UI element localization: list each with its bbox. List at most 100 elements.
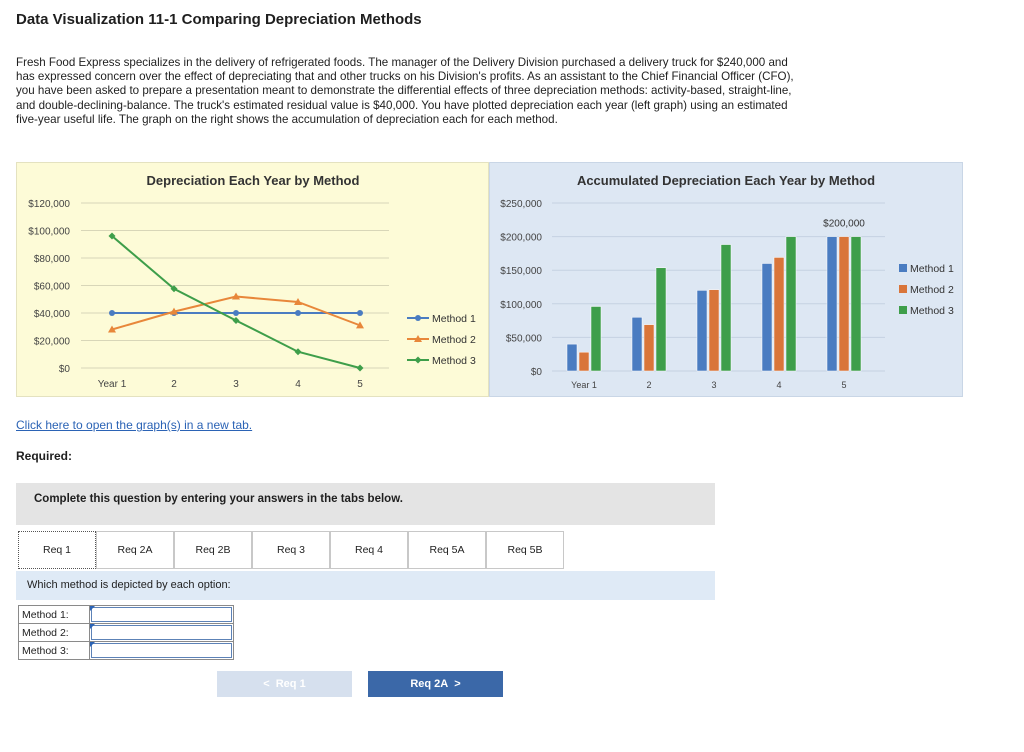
- prev-button[interactable]: < Req 1: [217, 671, 352, 697]
- series-point: [109, 310, 115, 316]
- bar-series-1: [631, 316, 643, 372]
- bar-series-3: [785, 236, 797, 372]
- x-tick-label: 5: [357, 379, 363, 390]
- prev-button-label: Req 1: [275, 678, 306, 690]
- tab-req-5b[interactable]: Req 5B: [486, 531, 564, 569]
- required-label: Required:: [16, 449, 73, 463]
- series-point: [233, 310, 239, 316]
- y-tick-label: $80,000: [34, 254, 71, 265]
- next-button[interactable]: Req 2A >: [368, 671, 503, 697]
- bar-series-2: [838, 236, 850, 372]
- tab-req-2a[interactable]: Req 2A: [96, 531, 174, 569]
- method-1-label: Method 1:: [18, 605, 90, 624]
- y-tick-label: $250,000: [500, 199, 542, 210]
- series-point: [294, 348, 302, 356]
- y-tick-label: $150,000: [500, 266, 542, 277]
- x-tick-label: 2: [171, 379, 177, 390]
- instructions-bar: Complete this question by entering your …: [16, 483, 715, 525]
- chart-title: Accumulated Depreciation Each Year by Me…: [577, 173, 875, 188]
- bar-series-3: [590, 306, 602, 372]
- problem-description: Fresh Food Express specializes in the de…: [16, 56, 794, 126]
- series-point: [232, 316, 240, 324]
- y-tick-label: $0: [59, 364, 71, 375]
- accumulated-bar-chart: Accumulated Depreciation Each Year by Me…: [489, 162, 963, 397]
- series-point: [108, 232, 116, 240]
- legend-swatch: [899, 285, 907, 293]
- x-tick-label: Year 1: [571, 380, 597, 390]
- method-2-answer-input[interactable]: [89, 623, 234, 642]
- series-point: [170, 307, 178, 315]
- chart-title: Depreciation Each Year by Method: [147, 173, 360, 188]
- answer-row: Method 2:: [18, 623, 234, 642]
- tab-req-3[interactable]: Req 3: [252, 531, 330, 569]
- bar-series-2: [578, 351, 590, 372]
- tab-req-4[interactable]: Req 4: [330, 531, 408, 569]
- y-tick-label: $0: [531, 367, 543, 378]
- legend-label: Method 1: [910, 263, 954, 275]
- tab-req-2b[interactable]: Req 2B: [174, 531, 252, 569]
- y-tick-label: $60,000: [34, 282, 71, 293]
- bar-series-1: [761, 263, 773, 372]
- series-point: [357, 310, 363, 316]
- x-tick-label: 3: [233, 379, 239, 390]
- x-tick-label: 5: [841, 380, 846, 390]
- x-tick-label: 3: [711, 380, 716, 390]
- bar-series-3: [655, 267, 667, 372]
- y-tick-label: $50,000: [506, 333, 543, 344]
- series-point: [108, 325, 116, 333]
- x-tick-label: 4: [295, 379, 301, 390]
- legend-marker: [415, 315, 421, 321]
- legend-label: Method 2: [910, 284, 954, 296]
- method-3-answer-input[interactable]: [89, 641, 234, 660]
- next-button-label: Req 2A: [410, 678, 449, 690]
- legend-marker: [414, 335, 422, 342]
- x-tick-label: Year 1: [98, 379, 127, 390]
- legend-swatch: [899, 264, 907, 272]
- bar-series-2: [773, 257, 785, 372]
- bar-series-2: [708, 289, 720, 372]
- legend-label: Method 1: [432, 313, 476, 325]
- page-title: Data Visualization 11-1 Comparing Deprec…: [16, 11, 422, 28]
- series-point: [356, 321, 364, 329]
- legend-label: Method 3: [432, 355, 476, 367]
- legend-marker: [414, 356, 422, 364]
- method-3-label: Method 3:: [18, 641, 90, 660]
- y-tick-label: $100,000: [28, 227, 70, 238]
- series-point: [232, 292, 240, 300]
- tab-bar: Req 1 Req 2A Req 2B Req 3 Req 4 Req 5A R…: [16, 531, 715, 572]
- bar-series-1: [826, 236, 838, 372]
- x-tick-label: 4: [776, 380, 781, 390]
- answer-table: Method 1: Method 2: Method 3:: [18, 605, 234, 660]
- tab-req-5a[interactable]: Req 5A: [408, 531, 486, 569]
- open-graph-link[interactable]: Click here to open the graph(s) in a new…: [16, 418, 253, 432]
- bar-series-3: [720, 244, 732, 372]
- tab-req-1[interactable]: Req 1: [18, 531, 96, 569]
- series-point: [295, 310, 301, 316]
- x-tick-label: 2: [646, 380, 651, 390]
- chevron-left-icon: <: [263, 678, 270, 690]
- question-prompt: Which method is depicted by each option:: [16, 571, 715, 600]
- legend-label: Method 2: [432, 334, 476, 346]
- series-point: [294, 298, 302, 305]
- legend-swatch: [899, 306, 907, 314]
- chevron-right-icon: >: [454, 678, 461, 690]
- series-point: [356, 364, 364, 372]
- series-line-3: [111, 235, 361, 369]
- method-2-label: Method 2:: [18, 623, 90, 642]
- data-label: $200,000: [823, 219, 865, 230]
- legend-label: Method 3: [910, 305, 954, 317]
- series-point: [170, 285, 178, 293]
- answer-row: Method 3:: [18, 641, 234, 660]
- y-tick-label: $120,000: [28, 199, 70, 210]
- depreciation-line-chart: Depreciation Each Year by Method $0 $20,00…: [16, 162, 489, 397]
- bar-series-3: [850, 236, 862, 372]
- bar-series-2: [643, 324, 655, 372]
- bar-series-1: [696, 290, 708, 372]
- y-tick-label: $20,000: [34, 337, 71, 348]
- answer-row: Method 1:: [18, 605, 234, 624]
- y-tick-label: $40,000: [34, 309, 71, 320]
- method-1-answer-input[interactable]: [89, 605, 234, 624]
- y-tick-label: $200,000: [500, 233, 542, 244]
- bar-series-1: [566, 343, 578, 372]
- y-tick-label: $100,000: [500, 300, 542, 311]
